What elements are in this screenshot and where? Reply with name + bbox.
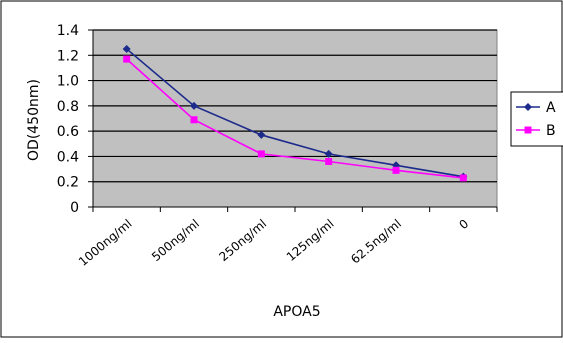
series-line-b <box>126 58 464 179</box>
x-axis-title: APOA5 <box>273 304 320 320</box>
legend-label-b: B <box>546 123 556 139</box>
data-point-b <box>459 174 467 182</box>
data-point-a <box>324 149 333 158</box>
data-point-a <box>257 130 266 139</box>
y-tick-label: 0.8 <box>57 99 79 115</box>
y-tick-label: 1.4 <box>57 23 79 39</box>
data-point-a <box>122 44 131 53</box>
data-point-b <box>190 116 198 124</box>
data-point-a <box>190 101 198 110</box>
y-axis-title: OD(450nm) <box>26 79 42 161</box>
y-tick-label: 0 <box>70 200 79 216</box>
legend: AB <box>510 91 563 147</box>
y-tick-label: 0.4 <box>57 149 79 165</box>
legend-marker-b <box>524 126 532 134</box>
data-point-b <box>392 166 400 174</box>
y-tick-label: 1.0 <box>57 74 79 90</box>
data-point-b <box>257 150 265 158</box>
data-point-b <box>325 157 333 165</box>
y-tick-label: 0.2 <box>57 175 79 191</box>
plot-area <box>92 29 498 208</box>
y-tick-label: 1.2 <box>57 48 79 64</box>
plot-background <box>92 29 498 208</box>
legend-box <box>510 91 563 147</box>
data-point-b <box>123 55 131 63</box>
series-layer <box>122 44 468 182</box>
series-line-a <box>126 48 464 178</box>
legend-marker-a <box>524 103 532 111</box>
legend-label-a: A <box>546 100 556 116</box>
y-tick-label: 0.6 <box>57 124 79 140</box>
